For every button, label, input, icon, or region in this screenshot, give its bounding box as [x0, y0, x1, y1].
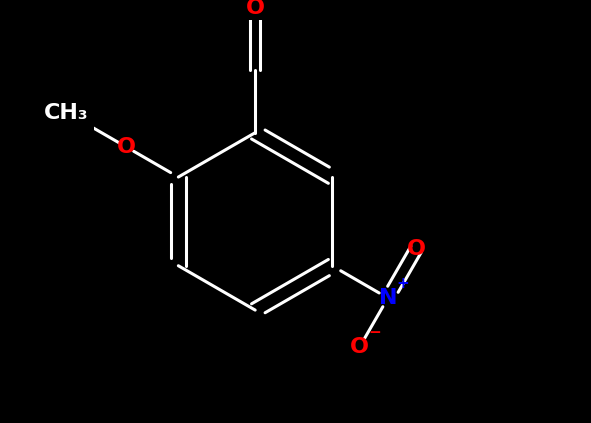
Text: O: O	[350, 337, 369, 357]
Text: O: O	[246, 0, 265, 18]
Text: O: O	[407, 239, 426, 259]
Text: N: N	[379, 288, 397, 308]
Text: CH₃: CH₃	[44, 102, 89, 123]
Text: +: +	[397, 276, 410, 291]
Text: −: −	[369, 324, 381, 340]
Text: O: O	[116, 137, 135, 157]
